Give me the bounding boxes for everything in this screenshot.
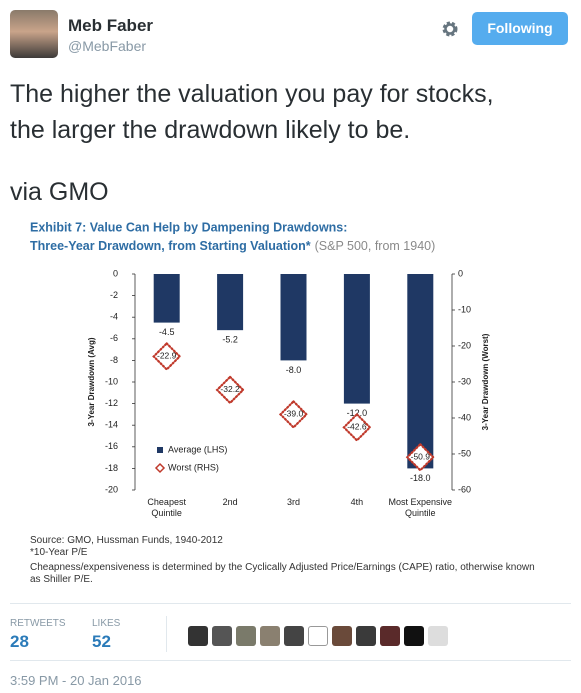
legend-swatch [154, 462, 166, 474]
worst-marker [342, 412, 372, 442]
y2-tick-label: -50 [458, 448, 471, 458]
liker-avatar[interactable] [428, 626, 448, 646]
bar [217, 274, 244, 331]
settings-gear[interactable] [440, 19, 460, 39]
bar-value-label: -4.5 [159, 327, 175, 337]
timestamp[interactable]: 3:59 PM - 20 Jan 2016 [10, 673, 142, 688]
divider [166, 616, 167, 652]
bar [407, 274, 434, 469]
y-tick-label: -4 [110, 312, 118, 322]
y2-tick-label: -10 [458, 304, 471, 314]
chart: Exhibit 7: Value Can Help by Dampening D… [30, 220, 490, 494]
bar-value-label: -18.0 [410, 473, 431, 483]
x-tick-label: 2nd [222, 497, 238, 507]
y2-tick-label: -30 [458, 376, 471, 386]
liker-avatar[interactable] [332, 626, 352, 646]
liker-avatar[interactable] [236, 626, 256, 646]
liker-avatar[interactable] [356, 626, 376, 646]
x-tick-label: Cheapest Quintile [147, 497, 186, 518]
liker-avatar[interactable] [380, 626, 400, 646]
liker-avatar[interactable] [404, 626, 424, 646]
liker-avatar[interactable] [188, 626, 208, 646]
chart-note: as Shiller P/E. [30, 574, 93, 585]
liker-avatar[interactable] [284, 626, 304, 646]
y-tick-label: -20 [105, 484, 118, 494]
gear-teeth [442, 21, 458, 37]
bar-value-label: -12.0 [347, 408, 368, 418]
chart-note: *10-Year P/E [30, 547, 88, 558]
tweet-via: via GMO [10, 178, 109, 206]
y-tick-label: -6 [110, 333, 118, 343]
y2-tick-label: -40 [458, 412, 471, 422]
worst-marker [405, 442, 435, 472]
liker-avatar[interactable] [212, 626, 232, 646]
chart-note: Source: GMO, Hussman Funds, 1940-2012 [30, 535, 223, 546]
likes-label[interactable]: LIKES [92, 618, 121, 629]
gear-ring [444, 23, 456, 35]
y2-tick-label: 0 [458, 268, 463, 278]
bar [343, 274, 370, 404]
divider [10, 660, 571, 661]
y-tick-label: -16 [105, 441, 118, 451]
legend-swatch [157, 447, 163, 453]
y2-tick-label: -20 [458, 340, 471, 350]
bar-value-label: -5.2 [222, 335, 238, 345]
chart-subtitle: Three-Year Drawdown, from Starting Valua… [30, 239, 435, 253]
y2-tick-label: -60 [458, 484, 471, 494]
y-tick-label: 0 [113, 268, 118, 278]
bar [280, 274, 307, 361]
worst-value-label: -42.6 [347, 422, 367, 432]
legend-label: Worst (RHS) [168, 462, 219, 472]
y-tick-label: -10 [105, 376, 118, 386]
tweet-line: the larger the drawdown likely to be. [10, 116, 411, 144]
y-tick-label: -2 [110, 290, 118, 300]
worst-value-label: -32.2 [220, 384, 240, 394]
y-tick-label: -14 [105, 420, 118, 430]
subtitle-note: (S&P 500, from 1940) [315, 239, 436, 253]
follow-button[interactable]: Following [472, 12, 568, 45]
worst-marker [278, 399, 309, 429]
x-tick-label: Most Expensive Quintile [388, 497, 453, 518]
y-tick-label: -18 [105, 463, 118, 473]
worst-value-label: -22.9 [157, 351, 177, 361]
chart-title: Exhibit 7: Value Can Help by Dampening D… [30, 220, 347, 234]
divider [10, 603, 571, 604]
retweets-count[interactable]: 28 [10, 632, 29, 651]
legend-label: Average (LHS) [168, 444, 227, 454]
tweet-text: The higher the valuation you pay for sto… [10, 76, 494, 210]
x-tick-label: 4th [350, 497, 364, 507]
chart-note: Cheapness/expensiveness is determined by… [30, 562, 535, 573]
y-tick-label: -8 [110, 355, 118, 365]
tweet-line: The higher the valuation you pay for sto… [10, 80, 494, 108]
bar [153, 274, 180, 323]
worst-value-label: -39.0 [284, 409, 304, 419]
liker-avatar[interactable] [308, 626, 328, 646]
y2-axis-label: 3-Year Drawdown (Worst) [481, 333, 490, 430]
y-tick-label: -12 [105, 398, 118, 408]
x-tick-label: 3rd [286, 497, 300, 507]
retweets-label[interactable]: RETWEETS [10, 618, 66, 629]
subtitle-main: Three-Year Drawdown, from Starting Valua… [30, 239, 311, 253]
y-axis-label: 3-Year Drawdown (Avg) [87, 337, 96, 426]
bar-value-label: -8.0 [286, 365, 302, 375]
likes-count[interactable]: 52 [92, 632, 111, 651]
liker-avatar[interactable] [260, 626, 280, 646]
chart-image: Exhibit 7: Value Can Help by Dampening D… [0, 210, 581, 595]
worst-value-label: -50.9 [411, 451, 431, 461]
worst-marker [215, 375, 245, 405]
user-handle[interactable]: @MebFaber [68, 38, 147, 54]
worst-marker [152, 341, 182, 371]
user-name[interactable]: Meb Faber [68, 16, 154, 35]
avatar[interactable] [10, 10, 58, 58]
